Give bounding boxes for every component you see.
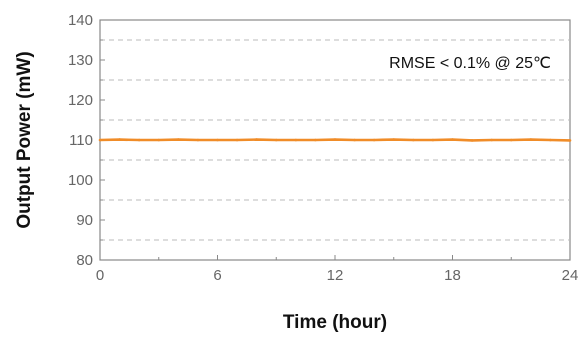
axis-ticks bbox=[99, 19, 571, 261]
data-point bbox=[451, 138, 454, 141]
data-point bbox=[137, 138, 141, 142]
y-tick-labels: 80 90 100 110 120 130 140 bbox=[68, 12, 93, 269]
x-tick-label-0: 0 bbox=[96, 267, 104, 284]
y-tick-label-110: 110 bbox=[69, 132, 93, 149]
x-tick-labels: 0 6 12 18 24 bbox=[96, 267, 579, 284]
data-point bbox=[490, 138, 493, 142]
data-point bbox=[314, 138, 317, 142]
data-point bbox=[157, 138, 161, 142]
data-point bbox=[196, 138, 200, 142]
data-point bbox=[98, 138, 102, 142]
y-axis-title: Output Power (mW) bbox=[14, 51, 35, 228]
x-tick-label-12: 12 bbox=[327, 267, 344, 284]
data-point bbox=[372, 138, 376, 142]
data-point bbox=[274, 138, 278, 142]
data-point bbox=[333, 138, 337, 141]
data-point bbox=[235, 138, 239, 142]
data-point bbox=[529, 138, 533, 141]
data-point bbox=[177, 138, 180, 141]
data-point bbox=[431, 138, 435, 142]
data-point bbox=[294, 138, 298, 142]
data-point bbox=[412, 138, 415, 142]
y-tick-label-80: 80 bbox=[76, 252, 93, 269]
y-tick-label-130: 130 bbox=[68, 52, 93, 69]
data-point bbox=[549, 138, 552, 142]
x-tick-label-18: 18 bbox=[444, 267, 461, 284]
y-tick-label-100: 100 bbox=[68, 172, 93, 189]
x-tick-label-6: 6 bbox=[213, 267, 221, 284]
y-tick-label-140: 140 bbox=[68, 12, 93, 29]
y-tick-label-120: 120 bbox=[68, 92, 93, 109]
x-axis-title: Time (hour) bbox=[283, 312, 387, 333]
data-point bbox=[216, 138, 219, 142]
data-point bbox=[509, 138, 513, 142]
data-point bbox=[392, 138, 396, 141]
annotation-rmse: RMSE < 0.1% @ 25℃ bbox=[389, 55, 551, 72]
y-tick-label-90: 90 bbox=[76, 212, 93, 229]
x-tick-label-24: 24 bbox=[562, 267, 579, 284]
data-series bbox=[98, 138, 572, 142]
data-point bbox=[353, 138, 356, 142]
data-point bbox=[118, 138, 121, 141]
gridlines bbox=[100, 39, 570, 241]
data-point bbox=[470, 139, 474, 142]
data-point bbox=[568, 139, 572, 142]
data-point bbox=[255, 138, 258, 141]
